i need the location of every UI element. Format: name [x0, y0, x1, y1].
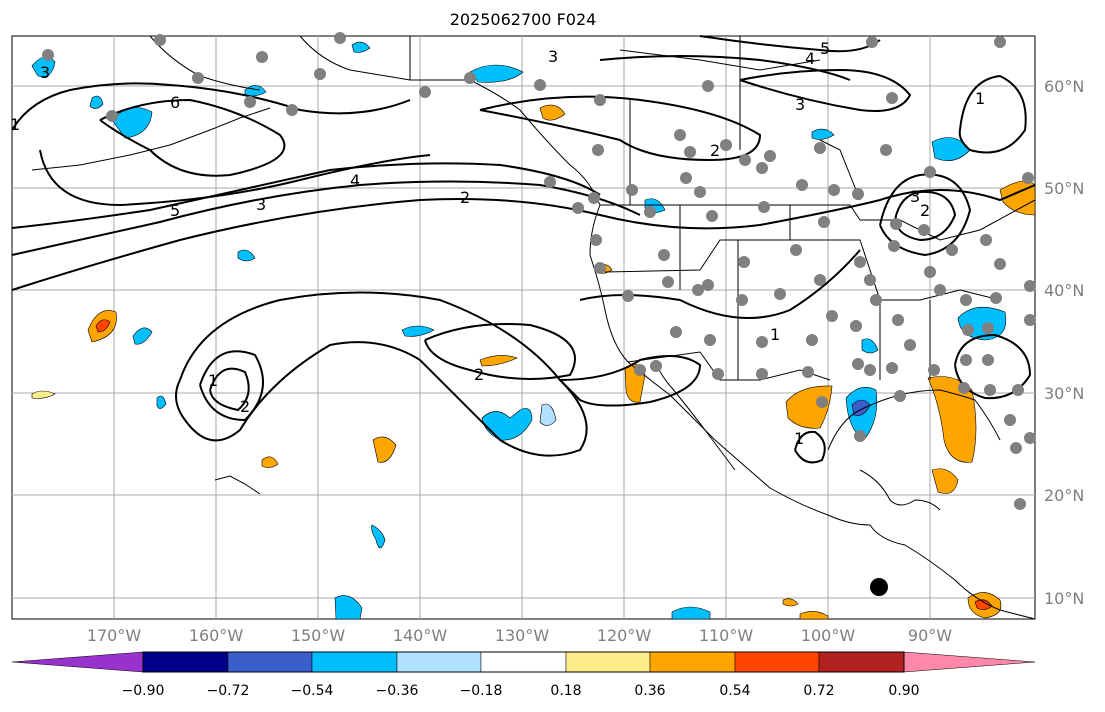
contour-label: 1 — [208, 371, 218, 390]
colorbar-tick-label: −0.18 — [459, 683, 503, 699]
colorbar-tick-label: 0.90 — [888, 683, 920, 699]
contour-label: 6 — [170, 93, 180, 112]
lat-label: 10°N — [1044, 589, 1085, 608]
lat-label: 50°N — [1044, 179, 1085, 198]
contour-label: 5 — [820, 39, 830, 58]
contour-label: 3 — [40, 63, 50, 82]
colorbar-tick-label: −0.36 — [375, 683, 419, 699]
colorbar-tick-label: 0.36 — [634, 683, 666, 699]
contour-label: 3 — [910, 187, 920, 206]
contour-label: 2 — [474, 365, 484, 384]
lon-label: 90°W — [907, 626, 953, 645]
contour-label: 4 — [350, 171, 360, 190]
colorbar-tick-label: −0.72 — [206, 683, 250, 699]
anomaly-fills — [31, 41, 1036, 620]
map-frame — [11, 35, 1036, 620]
lon-label: 170°W — [86, 626, 142, 645]
lat-label: 60°N — [1044, 77, 1085, 96]
contours — [11, 35, 1036, 464]
lon-label: 110°W — [698, 626, 754, 645]
contour-label: 1 — [10, 115, 20, 134]
contour-label: 5 — [170, 201, 180, 220]
map-title: 2025062700 F024 — [449, 10, 597, 29]
station-markers — [42, 32, 1036, 510]
colorbar-tick-label: 0.72 — [803, 683, 835, 699]
lon-label: 150°W — [290, 626, 346, 645]
lon-label: 120°W — [596, 626, 652, 645]
lon-label: 160°W — [188, 626, 244, 645]
lon-label: 140°W — [392, 626, 448, 645]
lon-label: 100°W — [800, 626, 856, 645]
colorbar-tick-label: −0.90 — [121, 683, 165, 699]
contour-label: 4 — [805, 49, 815, 68]
coastlines — [31, 35, 1036, 620]
colorbar-tick-label: 0.18 — [550, 683, 582, 699]
contour-labels: 6 5 4 3 2 1 3 2 3 4 5 3 1 3 2 1 1 2 2 1 — [10, 39, 985, 448]
contour-label: 2 — [460, 188, 470, 207]
lon-label: 130°W — [494, 626, 550, 645]
colorbar — [11, 651, 1036, 673]
target-marker — [870, 578, 888, 596]
contour-label: 3 — [548, 47, 558, 66]
contour-label: 2 — [710, 141, 720, 160]
colorbar-tick-label: −0.54 — [290, 683, 334, 699]
lat-label: 30°N — [1044, 384, 1085, 403]
contour-label: 1 — [770, 325, 780, 344]
contour-label: 1 — [794, 429, 804, 448]
lat-label: 20°N — [1044, 486, 1085, 505]
contour-label: 2 — [240, 397, 250, 416]
contour-label: 1 — [975, 89, 985, 108]
contour-label: 3 — [256, 195, 266, 214]
contour-label: 3 — [795, 95, 805, 114]
contour-label: 2 — [920, 201, 930, 220]
lat-label: 40°N — [1044, 281, 1085, 300]
colorbar-tick-label: 0.54 — [719, 683, 751, 699]
